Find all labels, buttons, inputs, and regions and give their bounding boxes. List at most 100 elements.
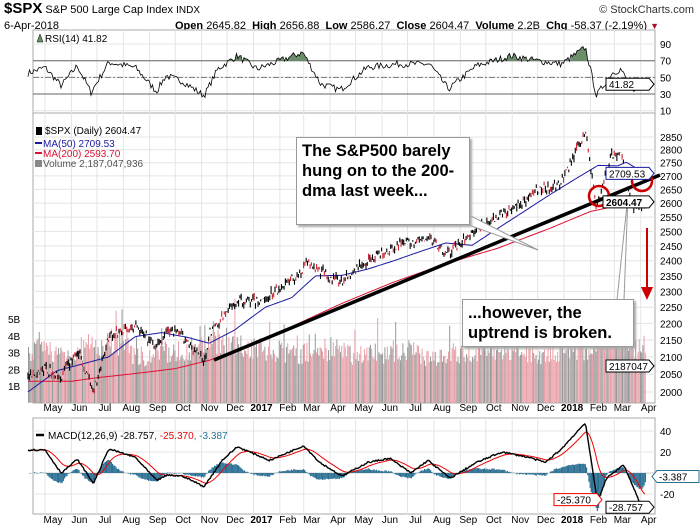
macd-histogram-bar — [336, 473, 338, 479]
volume-bar — [443, 356, 445, 403]
macd-histogram-bar — [306, 472, 308, 473]
macd-histogram-bar — [605, 473, 607, 477]
macd-histogram-bar — [194, 473, 196, 477]
volume-bar — [93, 347, 95, 403]
volume-bar — [507, 349, 509, 403]
volume-bar — [363, 349, 365, 403]
ma50-legend: MA(50) 2709.53 — [43, 139, 115, 150]
x-axis-label: Jul — [409, 515, 422, 526]
volume-bar — [571, 343, 573, 403]
macd-histogram-bar — [489, 469, 492, 473]
index-name: S&P 500 Large Cap Index — [45, 4, 174, 16]
volume-bar — [542, 351, 544, 403]
volume-bar — [497, 341, 499, 403]
volume-bar — [278, 340, 280, 403]
macd-histogram-bar — [132, 473, 134, 475]
x-axis-label: Feb — [279, 403, 297, 414]
volume-bar — [387, 359, 389, 403]
macd-histogram-bar — [246, 471, 248, 473]
macd-histogram-bar — [633, 473, 636, 486]
macd-histogram-bar — [187, 473, 189, 476]
rsi-axis-label: 90 — [660, 40, 672, 51]
volume-bar — [620, 343, 622, 403]
volume-bar — [207, 341, 209, 403]
volume-bar — [353, 353, 355, 403]
volume-bar — [375, 360, 377, 403]
macd-histogram-bar — [204, 473, 206, 477]
macd-histogram-bar — [480, 469, 482, 473]
macd-histogram-bar — [551, 471, 553, 473]
price-axis-label: 2400 — [660, 257, 683, 268]
macd-histogram-bar — [584, 464, 586, 473]
volume-bar — [504, 345, 506, 403]
volume-bar — [211, 343, 213, 403]
macd-histogram-bar — [183, 473, 186, 475]
macd-histogram-bar — [471, 468, 474, 473]
volume-bar — [239, 349, 241, 403]
chart-title: $SPX S&P 500 Large Cap Index INDX — [4, 1, 200, 17]
x-axis-label: Aug — [433, 515, 451, 526]
volume-bar — [421, 348, 423, 403]
volume-bar — [125, 339, 127, 403]
volume-bar — [558, 361, 560, 403]
volume-bar — [302, 344, 304, 403]
macd-histogram-bar — [193, 473, 195, 477]
macd-histogram-bar — [410, 473, 412, 479]
low-label: Low — [325, 20, 348, 32]
volume-bar — [603, 334, 605, 403]
volume-bar — [144, 366, 146, 403]
brand-logo: © StockCharts.com — [599, 4, 694, 16]
macd-histogram-bar — [212, 467, 214, 473]
volume-bar — [301, 363, 303, 403]
macd-histogram-bar — [102, 463, 104, 473]
volume-bar — [414, 354, 416, 403]
macd-histogram-bar — [560, 467, 562, 473]
volume-bar — [81, 360, 83, 403]
volume-bar — [315, 352, 317, 403]
macd-histogram-bar — [499, 469, 501, 473]
volume-bar — [329, 360, 331, 403]
macd-histogram-bar — [145, 473, 147, 480]
macd-histogram-bar — [258, 473, 260, 476]
macd-histogram-bar — [363, 469, 366, 473]
volume-bar — [330, 337, 332, 403]
macd-histogram-bar — [144, 473, 146, 480]
macd-histogram-bar — [444, 473, 446, 478]
volume-bar — [260, 342, 262, 403]
x-axis-label: Jul — [99, 515, 112, 526]
volume-bar — [451, 348, 453, 403]
macd-histogram-bar — [269, 473, 271, 477]
macd-histogram-bar — [326, 473, 328, 479]
macd-histogram-bar — [415, 473, 417, 474]
volume-bar — [267, 346, 269, 403]
macd-histogram-bar — [355, 470, 357, 473]
macd-signal-last-tag: -25.370 — [557, 496, 591, 507]
x-axis-label: Oct — [486, 515, 502, 526]
macd-histogram-bar — [602, 473, 604, 486]
macd-histogram-bar — [92, 473, 94, 484]
macd-histogram-bar — [503, 469, 505, 473]
x-axis-label: Mar — [303, 403, 321, 414]
macd-histogram-bar — [150, 473, 152, 482]
x-axis-label: Nov — [201, 515, 219, 526]
macd-histogram-bar — [80, 473, 82, 474]
macd-histogram-bar — [447, 473, 450, 479]
macd-histogram-bar — [231, 464, 234, 473]
macd-histogram-bar — [51, 473, 54, 480]
macd-histogram-bar — [367, 468, 369, 473]
macd-histogram-bar — [505, 471, 507, 473]
price-axis-label: 2200 — [660, 319, 683, 330]
macd-histogram-bar — [638, 473, 640, 489]
macd-histogram-bar — [337, 473, 339, 479]
volume-bar — [554, 355, 556, 403]
volume-bar — [223, 345, 225, 403]
volume-bar — [213, 331, 215, 403]
volume-bar — [90, 344, 92, 403]
volume-bar — [518, 356, 520, 403]
volume-bar — [120, 343, 122, 403]
macd-histogram-bar — [530, 473, 532, 475]
trendline — [213, 173, 661, 362]
macd-legend-part: MACD(12,26,9) -28.757 — [48, 431, 155, 442]
volume-bar — [633, 358, 635, 403]
volume-bar — [438, 362, 440, 403]
